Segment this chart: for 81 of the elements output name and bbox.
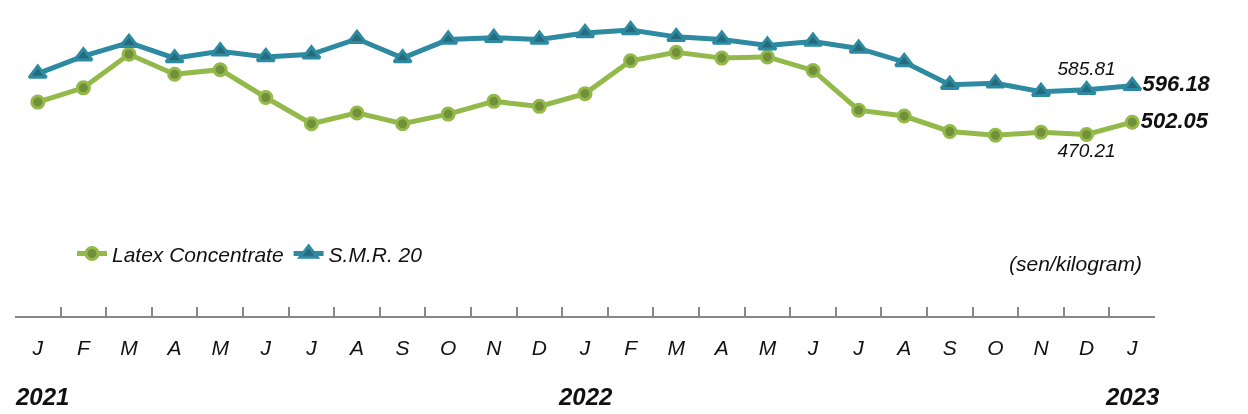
point [577, 86, 593, 102]
x-tick-label: J [806, 336, 819, 360]
x-tick-label: A [712, 336, 729, 360]
point [346, 29, 368, 45]
point [942, 123, 958, 139]
x-tick-label: M [211, 336, 230, 360]
point [939, 75, 960, 90]
point [164, 49, 185, 64]
point [30, 94, 46, 110]
text: 2021 [15, 383, 70, 410]
point [623, 53, 639, 69]
x-tick-label: J [305, 336, 318, 360]
x-tick-label: F [76, 336, 91, 360]
point [121, 46, 137, 62]
text: 2023 [1105, 383, 1161, 410]
x-tick-label: F [624, 336, 639, 360]
point [851, 102, 867, 118]
data-label: 596.18 [1142, 71, 1211, 97]
point [1124, 114, 1140, 130]
text: 2022 [558, 383, 614, 410]
point [27, 64, 48, 79]
point [987, 127, 1003, 143]
point [395, 116, 411, 132]
point [438, 30, 459, 45]
point [848, 39, 869, 54]
x-tick-label: D [1079, 336, 1095, 360]
point [486, 93, 502, 109]
point [303, 116, 319, 132]
point [894, 52, 915, 68]
x-tick-label: N [486, 336, 503, 360]
x-tick-label: S [942, 336, 957, 360]
point [349, 105, 365, 121]
x-tick-label: N [1033, 336, 1050, 360]
x-tick-label: S [395, 336, 410, 360]
x-tick-label: A [895, 336, 912, 360]
point [759, 49, 775, 65]
data-label: 585.81 [1057, 57, 1116, 79]
point [75, 80, 91, 96]
point [666, 27, 687, 43]
x-tick-label: J [852, 336, 865, 360]
text: (sen/kilogram) [1009, 252, 1143, 275]
point [531, 98, 547, 114]
point [1122, 76, 1143, 92]
x-tick-label: A [165, 336, 182, 360]
data-label: 470.21 [1057, 140, 1116, 162]
x-tick-label: O [440, 336, 457, 360]
point [167, 66, 183, 82]
point [483, 28, 504, 43]
point [73, 47, 94, 62]
x-tick-label: M [758, 336, 777, 360]
x-tick-label: J [31, 336, 44, 360]
point [896, 108, 912, 124]
point [668, 44, 684, 60]
point [255, 47, 276, 63]
x-tick-label: J [1125, 336, 1138, 360]
x-tick-label: D [531, 336, 547, 360]
legend-label: S.M.R. 20 [328, 242, 423, 266]
x-tick-label: M [120, 336, 139, 360]
x-tick-label: A [347, 336, 365, 360]
point [985, 74, 1006, 89]
point [212, 62, 228, 78]
data-label: 502.05 [1140, 107, 1209, 133]
point [1076, 80, 1097, 96]
point [529, 30, 550, 45]
legend-label: Latex Concentrate [112, 242, 284, 266]
point [301, 45, 322, 60]
point [714, 50, 730, 66]
x-tick-label: O [987, 336, 1004, 360]
point [1079, 126, 1095, 142]
point [440, 106, 456, 122]
point [1033, 124, 1049, 140]
point [210, 42, 231, 57]
x-tick-label: J [578, 336, 591, 360]
point [711, 30, 732, 45]
x-tick-label: M [667, 336, 686, 360]
point [805, 62, 821, 78]
point [392, 49, 413, 64]
point [620, 20, 641, 36]
x-tick-label: J [259, 336, 272, 360]
point [757, 36, 778, 51]
point [258, 89, 274, 105]
